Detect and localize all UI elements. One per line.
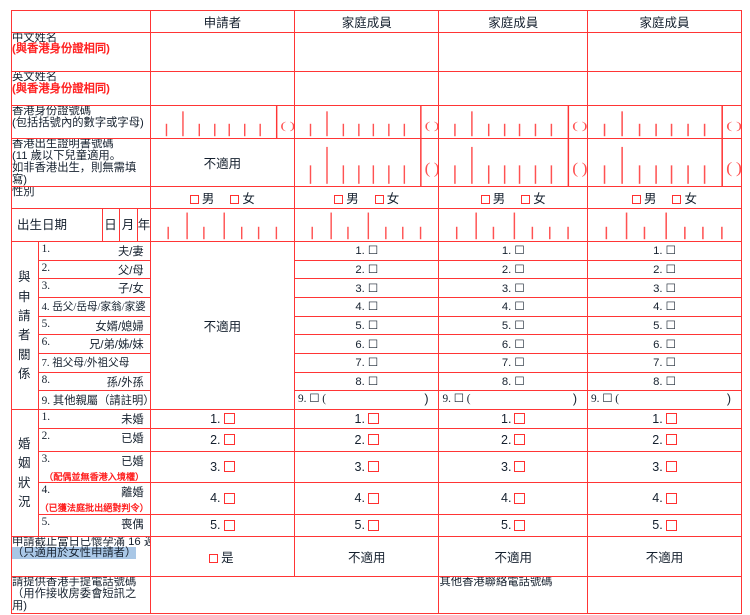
svg-text:( ): ( )	[573, 120, 587, 132]
svg-text:( ): ( )	[425, 159, 439, 177]
svg-text:( ): ( )	[425, 120, 439, 132]
svg-text:( ): ( )	[280, 120, 294, 132]
svg-text:( ): ( )	[573, 159, 587, 177]
svg-text:( ): ( )	[726, 121, 741, 132]
svg-text:( ): ( )	[726, 159, 741, 177]
